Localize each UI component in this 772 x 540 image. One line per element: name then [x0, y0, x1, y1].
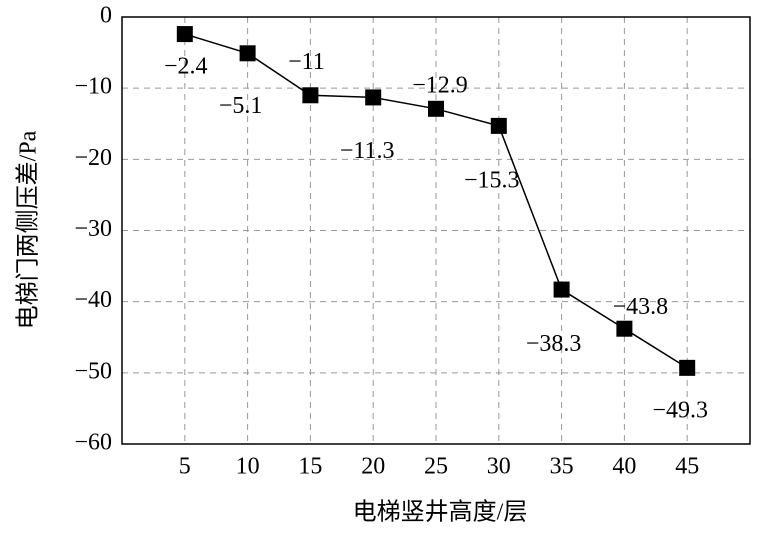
data-point [490, 117, 507, 134]
data-point [428, 100, 444, 117]
y-tick-label: −20 [74, 145, 112, 171]
y-tick-label: −30 [74, 216, 112, 242]
plot-frame [121, 16, 751, 445]
x-tick-label: 35 [550, 454, 574, 480]
y-axis-title: 电梯门两侧压差/Pa [15, 130, 42, 329]
data-point [553, 281, 570, 298]
x-tick-label: 45 [675, 454, 699, 480]
data-point [679, 359, 696, 376]
x-tick-label: 15 [298, 454, 322, 480]
x-tick-label: 40 [612, 454, 636, 480]
y-tick-label: −10 [74, 74, 112, 100]
data-label: −15.3 [464, 167, 520, 193]
x-tick-label: 30 [487, 454, 511, 480]
y-tick-label: −50 [74, 358, 112, 384]
data-label: −5.1 [219, 93, 263, 119]
data-label: −38.3 [526, 331, 582, 357]
data-label: −11 [288, 49, 325, 75]
x-axis-title: 电梯竖井高度/层 [353, 499, 528, 526]
x-tick-label: 5 [179, 454, 191, 480]
data-point [239, 45, 256, 62]
y-tick-label: −40 [74, 287, 112, 313]
data-point [365, 89, 382, 106]
x-tick-label: 20 [361, 454, 385, 480]
data-point [616, 320, 633, 337]
data-label: −11.3 [340, 138, 395, 164]
y-tick-label: −60 [74, 430, 112, 456]
x-tick-label: 25 [424, 454, 448, 480]
x-tick-label: 10 [236, 454, 260, 480]
data-point [302, 87, 319, 104]
data-label: −2.4 [164, 54, 208, 80]
data-label: −12.9 [412, 72, 468, 98]
data-label: −49.3 [652, 397, 708, 423]
data-point [176, 26, 193, 43]
data-label: −43.8 [613, 294, 669, 320]
y-tick-label: 0 [100, 3, 112, 29]
